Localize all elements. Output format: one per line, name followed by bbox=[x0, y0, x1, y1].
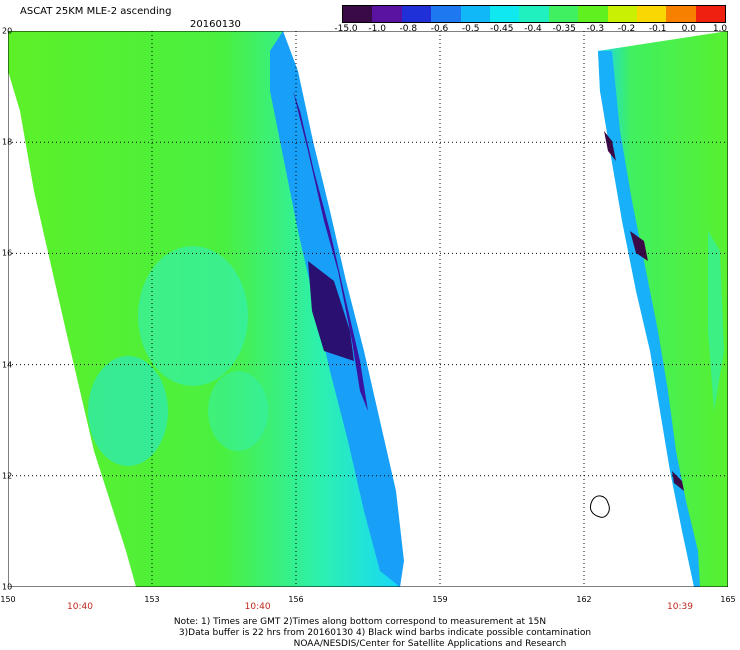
longitude-tick-label: 159 bbox=[432, 595, 448, 604]
longitude-tick-label: 153 bbox=[144, 595, 160, 604]
color-scale-label: -15.0 bbox=[334, 24, 358, 34]
right-swath-edge bbox=[598, 51, 700, 587]
right-swath-edge-purple bbox=[604, 131, 616, 161]
color-scale-segment bbox=[519, 6, 549, 22]
latitude-tick-label: 12 bbox=[2, 471, 13, 481]
color-scale-label: -0.6 bbox=[430, 24, 449, 34]
color-scale-bar bbox=[342, 5, 726, 23]
color-scale-label: -0.8 bbox=[399, 24, 418, 34]
pass-time-label: 10:40 bbox=[67, 602, 93, 612]
latitude-tick-label: 16 bbox=[2, 248, 13, 258]
latitude-tick-label: 20 bbox=[2, 26, 13, 36]
pass-time-label: 10:40 bbox=[244, 602, 271, 612]
color-scale-segment bbox=[666, 6, 696, 22]
longitude-tick-label: 162 bbox=[576, 595, 592, 604]
color-scale-segment bbox=[343, 6, 373, 22]
color-scale-segment bbox=[607, 6, 637, 22]
color-scale-label: -0.3 bbox=[586, 24, 605, 34]
color-scale-segment bbox=[372, 6, 402, 22]
cyan-patch bbox=[208, 371, 268, 451]
longitude-tick-label: 165 bbox=[720, 595, 736, 604]
product-title: ASCAT 25KM MLE-2 ascending bbox=[20, 6, 172, 17]
color-scale-segment bbox=[548, 6, 579, 22]
longitude-tick-label: 150 bbox=[0, 595, 16, 604]
scatterometer-map bbox=[8, 31, 728, 587]
color-scale-segment bbox=[401, 6, 432, 22]
color-scale-label: -0.35 bbox=[552, 24, 576, 34]
color-scale-segment bbox=[460, 6, 490, 22]
color-scale-segment bbox=[578, 6, 608, 22]
lat-lon-grid bbox=[8, 31, 728, 587]
color-scale-segment bbox=[695, 6, 726, 22]
color-scale-label: -0.1 bbox=[648, 24, 667, 34]
color-scale-segment bbox=[431, 6, 461, 22]
longitude-tick-label: 156 bbox=[288, 595, 304, 604]
color-scale-label: -0.2 bbox=[617, 24, 636, 34]
right-swath-edge-purple bbox=[672, 471, 684, 491]
footer-note-line2: 3)Data buffer is 22 hrs from 20160130 4)… bbox=[178, 628, 592, 638]
color-scale-label: 1.0 bbox=[712, 24, 728, 34]
latitude-tick-label: 10 bbox=[2, 582, 13, 592]
color-scale-label: -0.45 bbox=[490, 24, 514, 34]
color-scale-label: -0.5 bbox=[461, 24, 480, 34]
product-date: 20160130 bbox=[190, 19, 241, 30]
color-scale-label: 0.0 bbox=[681, 24, 696, 34]
right-swath-edge-purple bbox=[630, 231, 648, 261]
cyan-patch bbox=[88, 356, 168, 466]
latitude-tick-label: 18 bbox=[2, 137, 13, 147]
cyan-patch bbox=[138, 246, 248, 386]
color-scale-label: -0.4 bbox=[524, 24, 542, 34]
color-scale-segment bbox=[636, 6, 667, 22]
pass-time-label: 10:39 bbox=[667, 602, 693, 612]
left-swath-edge-purple bbox=[293, 91, 368, 411]
color-scale-segment bbox=[489, 6, 520, 22]
island-outline bbox=[589, 495, 610, 518]
right-swath bbox=[598, 31, 728, 587]
footer-note-line1: Note: 1) Times are GMT 2)Times along bot… bbox=[173, 617, 547, 627]
right-swath-green-stripe bbox=[708, 231, 724, 411]
left-swath-edge-purple bbox=[308, 261, 354, 361]
color-scale-label: -1.0 bbox=[368, 24, 386, 34]
footer-credit: NOAA/NESDIS/Center for Satellite Applica… bbox=[293, 639, 567, 649]
latitude-tick-label: 14 bbox=[2, 360, 13, 370]
